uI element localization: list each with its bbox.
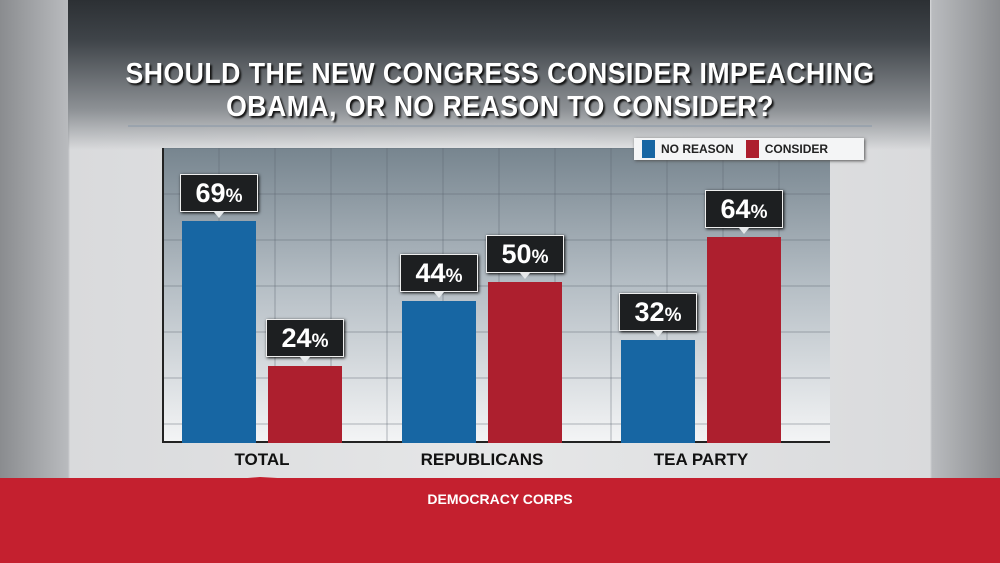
legend-label-no-reason: NO REASON [661, 142, 734, 156]
category-label-total: TOTAL [234, 450, 290, 469]
bar-consider-tea-party [707, 236, 781, 443]
label-pointer [520, 273, 530, 279]
bar-no-reason-total [182, 220, 256, 443]
legend-swatch-consider [745, 140, 759, 158]
data-label: 69% [180, 173, 258, 218]
data-label: 24% [266, 318, 344, 363]
label-pointer [739, 227, 749, 234]
footer-band [0, 478, 1000, 563]
legend: NO REASON CONSIDER [634, 138, 864, 160]
label-pointer [214, 211, 224, 218]
title-divider [128, 125, 872, 127]
title-line-1: SHOULD THE NEW CONGRESS CONSIDER IMPEACH… [125, 58, 875, 90]
legend-label-consider: CONSIDER [764, 142, 829, 156]
bar-consider-total [268, 365, 342, 443]
data-label: 44% [400, 254, 478, 299]
data-label: 64% [705, 189, 783, 234]
bar-consider-republicans [488, 282, 562, 443]
label-pointer [434, 292, 444, 299]
label-pointer [300, 356, 310, 363]
data-label: 32% [619, 292, 697, 337]
chart-title: SHOULD THE NEW CONGRESS CONSIDER IMPEACH… [40, 58, 960, 124]
title-line-2: OBAMA, OR NO REASON TO CONSIDER? [226, 91, 774, 123]
source-label: DEMOCRACY CORPS [427, 491, 573, 507]
category-label-republicans: REPUBLICANS [420, 450, 544, 469]
label-pointer [653, 330, 663, 337]
data-label: 50% [486, 235, 564, 279]
category-label-tea-party: TEA PARTY [653, 450, 749, 469]
bar-no-reason-republicans [402, 301, 476, 443]
bar-no-reason-tea-party [621, 339, 695, 443]
legend-swatch-no-reason [642, 140, 655, 158]
